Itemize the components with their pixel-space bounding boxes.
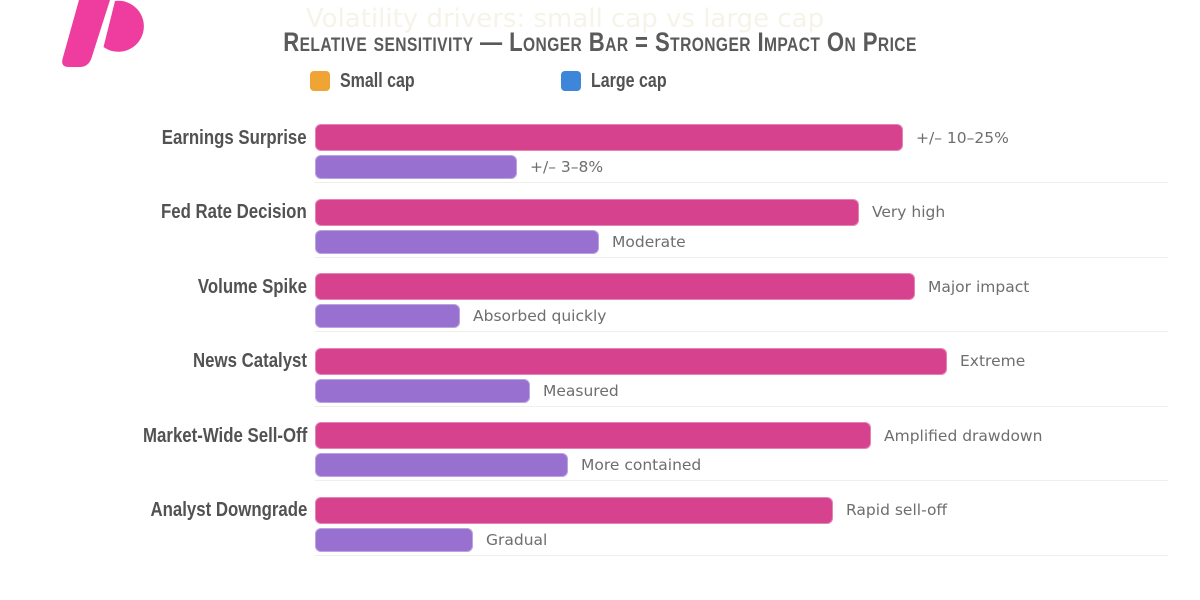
category-label: Analyst Downgrade <box>150 498 307 521</box>
bar-annotation: Rapid sell-off <box>846 501 948 519</box>
gridline <box>315 331 1168 332</box>
bar-annotation: Moderate <box>612 232 686 251</box>
large-cap-legend-label: Large cap <box>591 69 667 92</box>
large-cap-bar <box>315 527 473 552</box>
bar-annotation: Absorbed quickly <box>473 307 607 325</box>
bar-annotation: Measured <box>543 381 619 400</box>
bar-annotation: Major impact <box>928 277 1030 296</box>
brand-logo-p-icon <box>58 0 150 72</box>
small-cap-bar <box>315 273 915 300</box>
small-cap-legend-swatch <box>310 71 330 91</box>
gridline <box>315 554 1168 556</box>
large-cap-bar <box>315 453 568 477</box>
bar-group: Analyst Downgrade Rapid sell-off Gradual <box>0 496 1200 571</box>
small-cap-bar <box>315 496 833 524</box>
gridline <box>315 480 1168 481</box>
large-cap-legend-swatch <box>561 71 582 91</box>
bar-annotation: Amplified drawdown <box>884 426 1043 445</box>
category-label: Fed Rate Decision <box>161 200 307 223</box>
large-cap-bar <box>315 155 517 179</box>
gridline <box>315 256 1168 258</box>
large-cap-bar <box>315 304 460 328</box>
bar-annotation: Very high <box>872 203 946 221</box>
small-cap-bar <box>315 422 871 449</box>
bar-annotation: Extreme <box>960 352 1026 370</box>
bar-group: Earnings Surprise +/– 10–25% +/– 3–8% <box>0 124 1200 198</box>
bar-annotation: +/– 10–25% <box>916 128 1009 147</box>
bar-annotation: Gradual <box>486 530 548 549</box>
large-cap-bar <box>315 229 599 254</box>
small-cap-bar <box>315 198 859 226</box>
small-cap-legend-label: Small cap <box>340 69 415 92</box>
category-label: Volume Spike <box>198 274 307 298</box>
chart-title: Relative sensitivity — Longer Bar = Stro… <box>283 27 917 57</box>
watermark-subtitle: Volatility drivers: small cap vs large c… <box>305 4 825 34</box>
large-cap-bar <box>315 378 530 403</box>
gridline <box>315 182 1168 183</box>
category-label: Market-Wide Sell-Off <box>142 423 307 447</box>
bar-group: News Catalyst Extreme Measured <box>0 347 1200 422</box>
legend: Small cap Large cap <box>310 70 686 92</box>
bar-group: Fed Rate Decision Very high Moderate <box>0 198 1200 273</box>
bar-group: Volume Spike Major impact Absorbed quickly <box>0 273 1200 347</box>
small-cap-bar <box>315 124 903 151</box>
bar-group: Market-Wide Sell-Off Amplified drawdown Mo… <box>0 422 1200 496</box>
small-cap-bar <box>315 347 947 375</box>
bar-annotation: More contained <box>581 456 702 474</box>
gridline <box>315 405 1168 407</box>
category-label: Earnings Surprise <box>162 125 307 149</box>
bar-annotation: +/– 3–8% <box>530 158 604 176</box>
category-label: News Catalyst <box>193 349 307 372</box>
